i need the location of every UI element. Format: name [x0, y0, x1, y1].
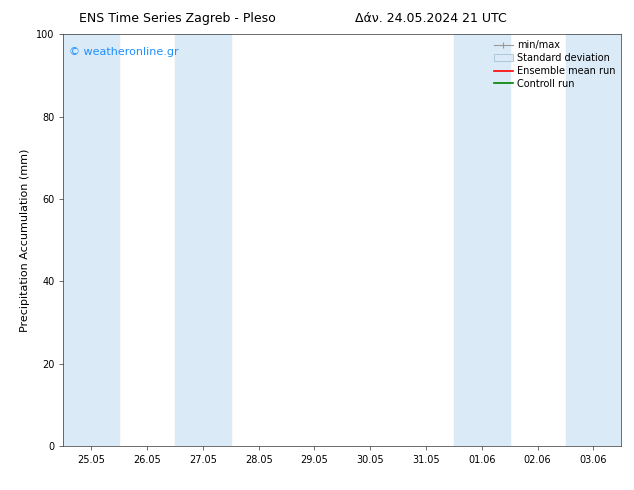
Bar	[454, 34, 510, 446]
Text: ENS Time Series Zagreb - Pleso: ENS Time Series Zagreb - Pleso	[79, 12, 276, 25]
Bar	[175, 34, 231, 446]
Y-axis label: Precipitation Accumulation (mm): Precipitation Accumulation (mm)	[20, 148, 30, 332]
Bar	[566, 34, 621, 446]
Legend: min/max, Standard deviation, Ensemble mean run, Controll run: min/max, Standard deviation, Ensemble me…	[489, 36, 619, 93]
Text: © weatheronline.gr: © weatheronline.gr	[69, 47, 179, 57]
Bar	[63, 34, 119, 446]
Text: Δάν. 24.05.2024 21 UTC: Δάν. 24.05.2024 21 UTC	[355, 12, 507, 25]
